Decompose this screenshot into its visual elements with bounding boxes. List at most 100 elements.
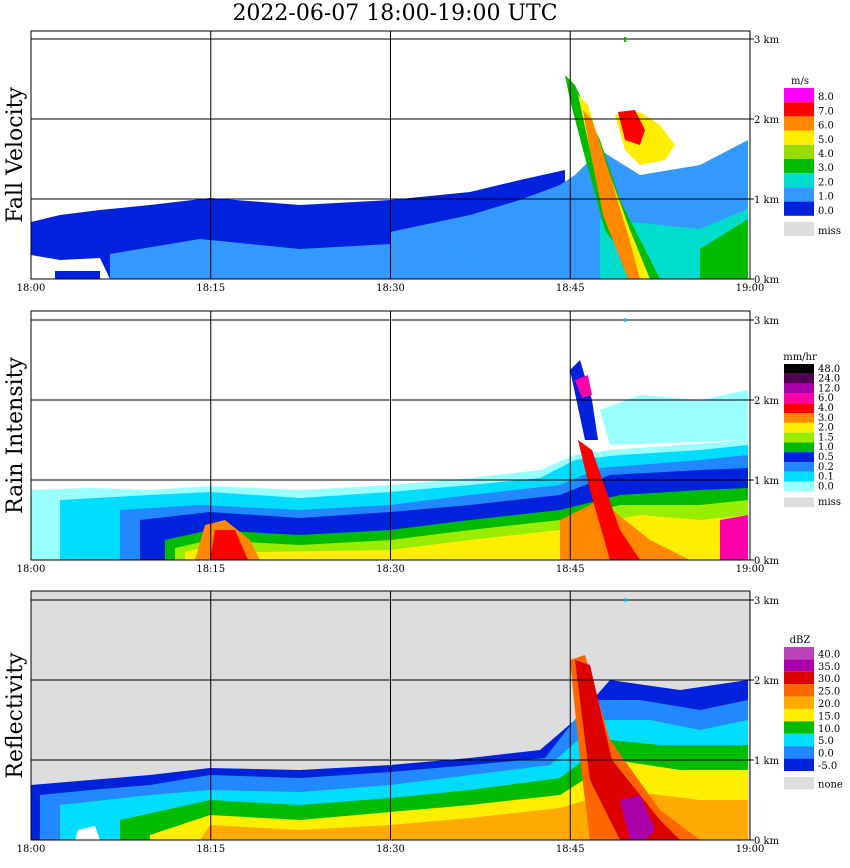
height-label: 3 km [754, 596, 780, 607]
time-label: 19:00 [736, 283, 765, 294]
time-label: 18:15 [196, 564, 225, 575]
legend-swatch [784, 758, 814, 771]
legend-swatch [784, 777, 814, 790]
panel-rain-intensity: 0 km 1 km 2 km 3 km 18:00 18:15 18:30 18:45 19:0… [3, 310, 841, 575]
time-label: 18:00 [17, 283, 46, 294]
height-label: 3 km [754, 316, 780, 327]
legend-unit: m/s [791, 76, 809, 87]
legend-swatch [784, 144, 814, 159]
legend-swatch [784, 373, 814, 384]
legend-swatch [784, 201, 814, 216]
legend-swatch [784, 471, 814, 482]
panel-label: Rain Intensity [3, 356, 28, 513]
plot-frame [30, 310, 751, 561]
ri-upper-cyan [600, 390, 748, 445]
fv-green-right [700, 219, 748, 279]
legend-swatch [784, 684, 814, 697]
legend-label: 0.2 [818, 462, 834, 473]
legend-swatch [784, 383, 814, 394]
plot-frame [30, 30, 751, 280]
height-label: 3 km [754, 35, 780, 46]
legend-swatch [784, 432, 814, 443]
time-label: 18:15 [196, 844, 225, 855]
legend-label: 25.0 [818, 687, 840, 698]
rf-core [620, 795, 655, 840]
ri-top-core [575, 375, 592, 398]
legend-label: 0.1 [818, 472, 834, 483]
legend-swatch [784, 659, 814, 672]
legend-swatch [784, 422, 814, 433]
legend-label: 5.0 [818, 135, 834, 146]
time-label: 18:15 [196, 283, 225, 294]
legend-swatch [784, 733, 814, 747]
time-label: 18:45 [556, 844, 585, 855]
legend-swatch [784, 173, 814, 188]
legend-swatch [784, 481, 814, 492]
legend-label: 5.0 [818, 736, 834, 747]
time-label: 19:00 [736, 844, 765, 855]
legend-swatch [784, 497, 814, 508]
legend-label: 10.0 [818, 724, 840, 735]
time-label: 18:30 [376, 564, 405, 575]
legend-swatch [784, 102, 814, 117]
legend-swatch [784, 746, 814, 759]
height-label: 2 km [754, 115, 780, 126]
fv-patch [110, 239, 480, 279]
height-label: 0 km [754, 275, 780, 286]
height-label: 2 km [754, 676, 780, 687]
speck-fv [624, 37, 627, 42]
plot-frame [30, 590, 751, 841]
legend-label: 48.0 [818, 364, 840, 375]
legend-label: 3.0 [818, 413, 834, 424]
panel-label: Reflectivity [3, 652, 28, 779]
rf-white [75, 826, 100, 840]
legend-swatch [784, 696, 814, 709]
legend-swatch [784, 88, 814, 103]
height-label: 1 km [754, 756, 780, 767]
legend-label: 7.0 [818, 106, 834, 117]
legend-unit: mm/hr [783, 352, 817, 363]
speck-ri [624, 318, 627, 322]
legend-swatch [784, 671, 814, 685]
ri-shaft-orange [560, 500, 690, 560]
legend-label: 6.0 [818, 121, 834, 132]
fv-streak-orange [583, 110, 640, 279]
time-label: 18:45 [556, 564, 585, 575]
data-field [31, 655, 748, 840]
legend-label: 4.0 [818, 403, 834, 414]
panel-fall-velocity: 0 km 1 km 2 km 3 km 18:00 18:15 18:30 18:45 19:0… [3, 30, 841, 294]
legend-label: 12.0 [818, 383, 840, 394]
height-label: 0 km [754, 556, 780, 567]
legend-swatch [784, 403, 814, 413]
ri-shaft-red [578, 440, 640, 560]
legend-label: 0.0 [818, 206, 834, 217]
legend-swatch [784, 364, 814, 374]
time-label: 19:00 [736, 564, 765, 575]
legend-swatch [784, 221, 814, 236]
legend-swatch [784, 452, 814, 462]
legend-swatch [784, 159, 814, 174]
chart-title: 2022-06-07 18:00-19:00 UTC [232, 1, 558, 26]
legend-label: miss [818, 497, 841, 508]
legend-label: 2.0 [818, 423, 834, 434]
legend-label: 4.0 [818, 149, 834, 160]
legend-label: 15.0 [818, 711, 840, 722]
legend-label: 2.0 [818, 177, 834, 188]
legend-label: 8.0 [818, 92, 834, 103]
time-label: 18:30 [376, 844, 405, 855]
legend-label: 1.5 [818, 432, 834, 443]
speck-rf [624, 598, 627, 602]
panel-label: Fall Velocity [3, 87, 28, 223]
legend-swatch [784, 393, 814, 404]
legend-label: 1.0 [818, 442, 834, 453]
legend-label: 40.0 [818, 649, 840, 660]
legend-label: 20.0 [818, 699, 840, 710]
time-label: 18:45 [556, 283, 585, 294]
panel-reflectivity: 0 km 1 km 2 km 3 km 18:00 18:15 18:30 18:45 19:0… [3, 590, 843, 855]
legend-label: 35.0 [818, 662, 840, 673]
height-label: 1 km [754, 195, 780, 206]
legend-label: 1.0 [818, 192, 834, 203]
height-label: 0 km [754, 836, 780, 847]
legend-swatch [784, 116, 814, 131]
